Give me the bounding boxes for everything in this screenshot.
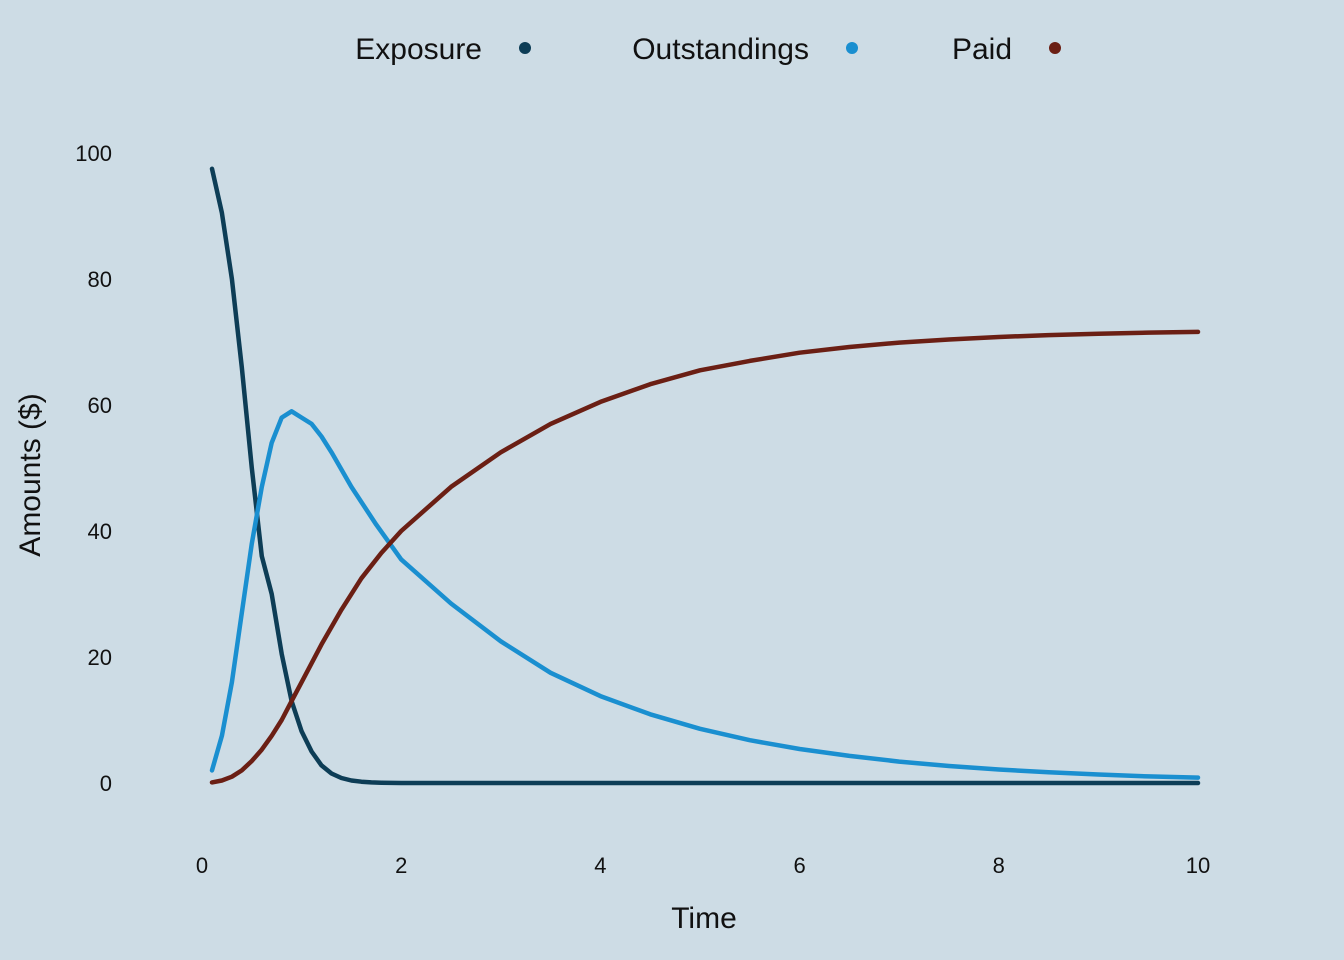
x-tick-label: 6: [793, 853, 805, 878]
legend-label-paid: Paid: [952, 33, 1012, 66]
series-layer: [209, 166, 1201, 786]
legend-label-outstandings: Outstandings: [632, 33, 809, 66]
y-tick-label: 40: [88, 519, 112, 544]
x-tick-label: 4: [594, 853, 606, 878]
series-line-outstandings: [209, 409, 1201, 780]
y-tick-label: 0: [100, 771, 112, 796]
x-axis-ticks: 0 2 4 6 8 10: [196, 853, 1210, 878]
y-tick-label: 20: [88, 645, 112, 670]
legend-marker-exposure: [519, 42, 531, 54]
y-tick-label: 80: [88, 267, 112, 292]
x-axis-title: Time: [671, 902, 737, 935]
legend: Exposure Outstandings Paid: [355, 33, 1061, 66]
x-tick-label: 2: [395, 853, 407, 878]
legend-marker-paid: [1049, 42, 1061, 54]
y-tick-label: 60: [88, 393, 112, 418]
y-axis-title: Amounts ($): [14, 393, 47, 556]
x-tick-label: 0: [196, 853, 208, 878]
y-axis-ticks: 0 20 40 60 80 100: [75, 141, 112, 796]
x-tick-label: 10: [1186, 853, 1210, 878]
series-line-paid: [209, 329, 1201, 785]
legend-marker-outstandings: [846, 42, 858, 54]
legend-label-exposure: Exposure: [355, 33, 482, 66]
series-line-exposure: [209, 166, 1201, 786]
x-tick-label: 8: [993, 853, 1005, 878]
y-tick-label: 100: [75, 141, 112, 166]
